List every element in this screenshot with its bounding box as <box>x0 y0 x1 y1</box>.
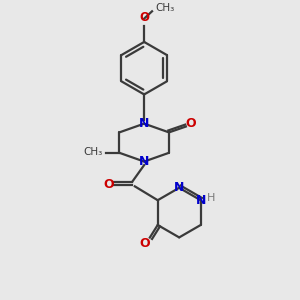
Text: O: O <box>103 178 114 191</box>
Text: H: H <box>207 193 215 203</box>
Text: CH₃: CH₃ <box>156 3 175 14</box>
Text: CH₃: CH₃ <box>83 147 102 157</box>
Text: N: N <box>174 181 184 194</box>
Text: O: O <box>139 11 149 24</box>
Text: O: O <box>185 117 196 130</box>
Text: N: N <box>139 155 149 168</box>
Text: N: N <box>196 194 206 207</box>
Text: O: O <box>140 237 151 250</box>
Text: N: N <box>139 117 149 130</box>
